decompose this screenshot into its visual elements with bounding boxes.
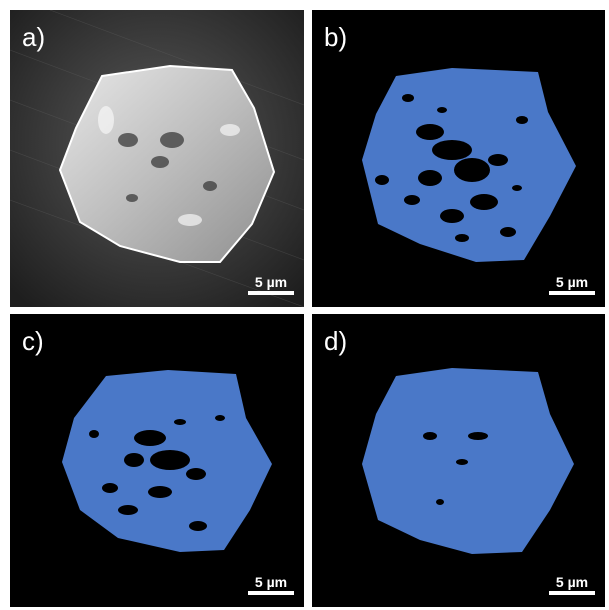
scale-line-b bbox=[549, 291, 595, 295]
scale-line-c bbox=[248, 591, 294, 595]
scale-bar-a: 5 µm bbox=[248, 274, 294, 295]
scale-bar-d: 5 µm bbox=[549, 574, 595, 595]
scale-text-a: 5 µm bbox=[254, 274, 288, 290]
segmented-image-b bbox=[362, 68, 576, 262]
scale-text-b: 5 µm bbox=[555, 274, 589, 290]
panel-label-c: c) bbox=[22, 326, 44, 356]
segmented-image-d bbox=[362, 368, 574, 554]
scale-bar-b: 5 µm bbox=[549, 274, 595, 295]
scale-text-d: 5 µm bbox=[555, 574, 589, 590]
panel-c-segmented: c) 5 µm bbox=[10, 314, 304, 607]
micrograph-image bbox=[10, 10, 304, 307]
panel-b-segmented: b) 5 µm bbox=[312, 10, 605, 307]
panel-a-micrograph: a) 5 µm bbox=[10, 10, 304, 307]
panel-label-b: b) bbox=[324, 22, 348, 52]
panel-d-segmented: d) 5 µm bbox=[312, 314, 605, 607]
scale-bar-c: 5 µm bbox=[248, 574, 294, 595]
panel-label-a: a) bbox=[22, 22, 46, 52]
scale-text-c: 5 µm bbox=[254, 574, 288, 590]
panel-label-d: d) bbox=[324, 326, 348, 356]
scale-line-d bbox=[549, 591, 595, 595]
segmented-image-c bbox=[62, 370, 272, 552]
scale-line-a bbox=[248, 291, 294, 295]
crystal-shape-d bbox=[362, 368, 574, 554]
